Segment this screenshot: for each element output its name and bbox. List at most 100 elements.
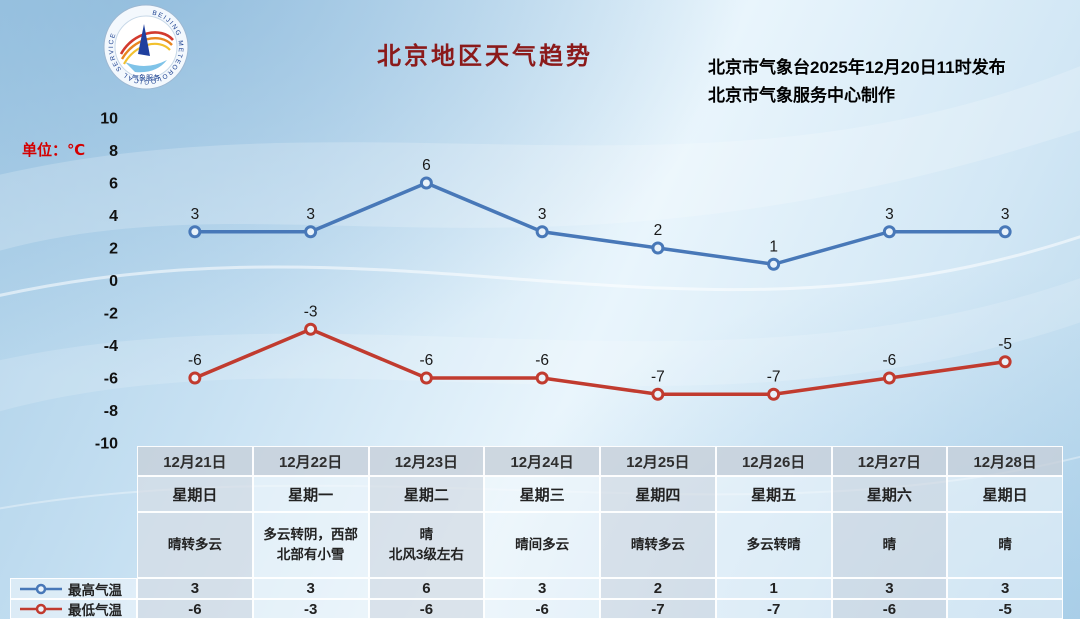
issued-info: 北京市气象台2025年12月20日11时发布 北京市气象服务中心制作 xyxy=(708,54,1006,110)
legend-marker-min-icon xyxy=(20,603,62,615)
table-cell-max-temp: 3 xyxy=(484,578,600,599)
data-point-min xyxy=(188,371,202,385)
table-cell-weather: 晴 xyxy=(831,512,948,578)
page-title: 北京地区天气趋势 xyxy=(377,43,593,70)
data-point-min xyxy=(767,387,781,401)
legend-item-max: 最高气温 xyxy=(10,578,137,599)
table-cell-min-temp: -7 xyxy=(715,599,832,619)
y-axis-tick: -10 xyxy=(95,436,118,453)
table-cell-max-temp: 6 xyxy=(368,578,485,599)
forecast-table: 12月21日 12月22日 12月23日 12月24日 12月25日 12月26日 12月2… xyxy=(10,446,1063,619)
y-axis-tick: 0 xyxy=(109,273,118,290)
data-point-max xyxy=(188,225,202,239)
data-point-max xyxy=(882,225,896,239)
table-cell-max-temp: 1 xyxy=(715,578,832,599)
logo-wave-shape xyxy=(125,60,167,73)
data-point-min xyxy=(882,371,896,385)
table-cell-max-temp: 3 xyxy=(947,578,1063,599)
beijing-meteorological-logo: BEIJING METEOROLOGICAL SERVICE 气象服务 xyxy=(103,4,189,90)
table-cell-weather: 晴转多云 xyxy=(600,512,716,578)
table-cell-min-temp: -3 xyxy=(252,599,369,619)
table-cell-weather: 晴 xyxy=(947,512,1063,578)
table-cell-max-temp: 3 xyxy=(137,578,253,599)
data-label-max: 1 xyxy=(769,238,778,255)
table-cell-min-temp: -6 xyxy=(484,599,600,619)
y-axis-tick: 8 xyxy=(109,143,118,160)
y-axis-tick: 6 xyxy=(109,176,118,193)
data-point-min xyxy=(419,371,433,385)
table-cell-weekday: 星期日 xyxy=(137,476,253,512)
table-cell-max-temp: 3 xyxy=(831,578,948,599)
issued-line-1: 北京市气象台2025年12月20日11时发布 xyxy=(708,58,1006,77)
table-cell-min-temp: -7 xyxy=(600,599,716,619)
data-point-max xyxy=(419,176,433,190)
table-header-date: 12月26日 xyxy=(715,446,832,476)
table-header-date: 12月23日 xyxy=(368,446,485,476)
table-cell-weekday: 星期一 xyxy=(252,476,369,512)
data-label-min: -3 xyxy=(304,303,318,320)
table-cell-min-temp: -5 xyxy=(947,599,1063,619)
y-axis-tick: 4 xyxy=(109,208,118,225)
table-cell-max-temp: 2 xyxy=(600,578,716,599)
y-axis-tick: -8 xyxy=(104,403,118,420)
data-point-max xyxy=(998,225,1012,239)
legend-marker-max-icon xyxy=(20,583,62,594)
table-cell-weather: 晴 北风3级左右 xyxy=(368,512,485,578)
data-point-max xyxy=(651,241,665,255)
y-axis-tick: -2 xyxy=(104,306,118,323)
table-cell-min-temp: -6 xyxy=(137,599,253,619)
table-header-date: 12月24日 xyxy=(484,446,600,476)
table-cell-weekday: 星期日 xyxy=(947,476,1063,512)
y-axis-tick: -6 xyxy=(104,371,118,388)
table-cell-weekday: 星期二 xyxy=(368,476,485,512)
data-label-max: 6 xyxy=(422,157,431,174)
table-cell-weather: 多云转晴 xyxy=(715,512,832,578)
data-point-min xyxy=(304,322,318,336)
data-label-max: 3 xyxy=(538,206,547,223)
table-header-date: 12月22日 xyxy=(252,446,369,476)
table-corner-blank xyxy=(10,446,137,476)
data-point-min xyxy=(998,355,1012,369)
legend-label-max: 最高气温 xyxy=(68,582,122,598)
data-label-max: 3 xyxy=(191,206,200,223)
data-point-max xyxy=(304,225,318,239)
logo-sail-shape xyxy=(138,24,150,56)
data-label-min: -6 xyxy=(882,352,896,369)
data-label-max: 3 xyxy=(1001,206,1010,223)
data-point-max xyxy=(535,225,549,239)
unit-label: 单位：℃ xyxy=(22,142,86,159)
table-cell-weekday: 星期五 xyxy=(715,476,832,512)
table-header-date: 12月28日 xyxy=(947,446,1063,476)
table-cell-max-temp: 3 xyxy=(252,578,369,599)
y-axis-tick: 2 xyxy=(109,241,118,258)
table-cell-weather: 晴间多云 xyxy=(484,512,600,578)
data-label-min: -6 xyxy=(535,352,549,369)
y-axis-tick: -4 xyxy=(104,338,118,355)
legend-label-min: 最低气温 xyxy=(68,603,122,618)
data-point-min xyxy=(651,387,665,401)
issued-line-2: 北京市气象服务中心制作 xyxy=(708,86,895,105)
logo-red-arc xyxy=(119,31,174,55)
logo-orange-arc xyxy=(120,36,173,60)
table-header-date: 12月21日 xyxy=(137,446,253,476)
table-header-date: 12月27日 xyxy=(831,446,948,476)
data-label-min: -6 xyxy=(419,352,433,369)
table-header-date: 12月25日 xyxy=(600,446,716,476)
table-cell-weekday: 星期三 xyxy=(484,476,600,512)
table-cell-weekday: 星期四 xyxy=(600,476,716,512)
table-blank xyxy=(10,512,137,578)
logo-cn-text: 气象服务 xyxy=(132,73,160,82)
data-label-max: 3 xyxy=(885,206,894,223)
table-cell-min-temp: -6 xyxy=(368,599,485,619)
data-label-min: -6 xyxy=(188,352,202,369)
legend-item-min: 最低气温 xyxy=(10,599,137,619)
table-blank xyxy=(10,476,137,512)
series-line-min xyxy=(194,327,1006,396)
data-label-min: -5 xyxy=(998,336,1012,353)
data-label-min: -7 xyxy=(651,368,665,385)
table-cell-min-temp: -6 xyxy=(831,599,948,619)
table-cell-weather: 晴转多云 xyxy=(137,512,253,578)
data-label-max: 3 xyxy=(306,206,315,223)
data-label-min: -7 xyxy=(767,368,781,385)
